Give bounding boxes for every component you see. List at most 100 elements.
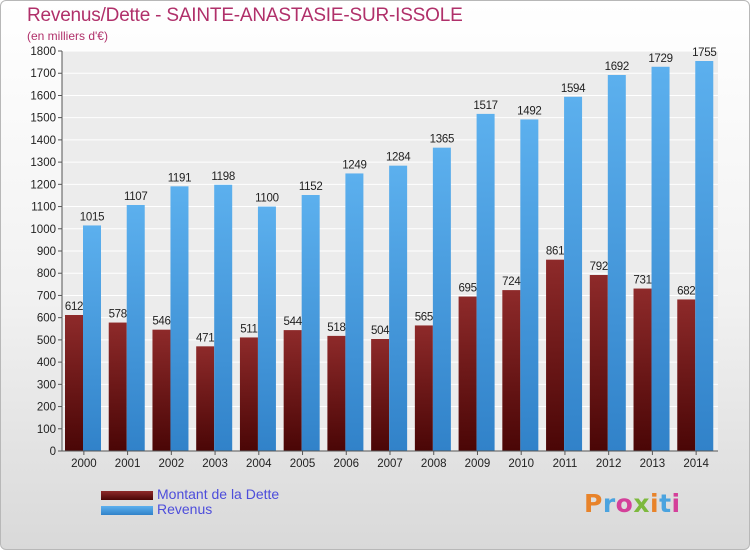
- chart-subtitle: (en milliers d'€): [27, 29, 108, 43]
- y-tick-label: 1600: [30, 90, 56, 102]
- bar-dette: [108, 322, 127, 451]
- bar-revenus: [345, 173, 364, 451]
- y-tick-label: 1200: [30, 179, 56, 191]
- x-tick-label: 2013: [640, 458, 666, 470]
- data-label-revenus: 1107: [124, 191, 148, 203]
- x-tick-label: 2011: [553, 458, 578, 470]
- bar-dette: [239, 337, 258, 451]
- bar-revenus: [520, 119, 539, 451]
- data-label-revenus: 1755: [692, 47, 716, 59]
- bar-revenus: [126, 205, 145, 451]
- x-tick-label: 2004: [246, 458, 272, 470]
- proxiti-logo: Proxiti: [584, 489, 681, 518]
- x-tick-label: 2008: [421, 458, 447, 470]
- y-tick-label: 200: [37, 402, 56, 414]
- data-label-dette: 471: [196, 332, 214, 344]
- y-tick-label: 1500: [30, 113, 56, 125]
- data-label-dette: 682: [677, 285, 695, 297]
- y-tick-label: 1100: [31, 202, 56, 214]
- bar-dette: [327, 335, 346, 451]
- bar-dette: [371, 339, 390, 451]
- y-tick-label: 0: [50, 446, 56, 458]
- y-tick-label: 1400: [30, 135, 56, 147]
- data-label-revenus: 1365: [430, 134, 454, 146]
- bar-revenus: [214, 184, 233, 451]
- legend-swatch-revenus: [101, 506, 153, 515]
- data-label-dette: 546: [152, 316, 170, 328]
- x-tick-label: 2009: [465, 458, 491, 470]
- bar-dette: [458, 296, 477, 451]
- x-tick-label: 2000: [71, 458, 97, 470]
- bar-dette: [677, 299, 696, 451]
- bar-revenus: [83, 225, 101, 451]
- logo-letter: t: [659, 489, 672, 518]
- bar-dette: [65, 315, 83, 451]
- data-label-revenus: 1284: [386, 152, 411, 164]
- y-tick-label: 500: [37, 335, 56, 347]
- data-label-dette: 731: [633, 275, 651, 287]
- y-tick-label: 400: [37, 357, 56, 369]
- x-tick-label: 2014: [683, 458, 709, 470]
- bar-revenus: [170, 186, 189, 452]
- legend-label-revenus: Revenus: [157, 501, 213, 517]
- data-label-dette: 724: [502, 276, 521, 288]
- logo-letter: r: [602, 489, 616, 518]
- x-tick-label: 2007: [377, 458, 403, 470]
- data-label-revenus: 1100: [255, 193, 279, 205]
- bar-dette: [633, 288, 652, 451]
- data-label-dette: 511: [240, 323, 257, 335]
- data-label-revenus: 1152: [299, 181, 323, 193]
- logo-letter: P: [584, 489, 603, 518]
- data-label-revenus: 1492: [517, 105, 541, 117]
- bar-dette: [546, 259, 565, 451]
- data-label-revenus: 1198: [211, 171, 235, 183]
- data-label-dette: 612: [65, 301, 83, 313]
- bar-revenus: [651, 66, 670, 452]
- data-label-dette: 565: [415, 311, 433, 323]
- bar-dette: [196, 346, 215, 451]
- data-label-revenus: 1594: [561, 83, 586, 95]
- data-label-dette: 861: [546, 246, 564, 258]
- x-tick-label: 2002: [159, 458, 185, 470]
- data-label-dette: 544: [284, 316, 303, 328]
- legend-label-dette: Montant de la Dette: [157, 486, 280, 502]
- bar-revenus: [432, 147, 451, 451]
- data-label-revenus: 1249: [342, 159, 366, 171]
- bar-revenus: [389, 165, 408, 451]
- data-label-revenus: 1729: [648, 53, 672, 65]
- data-label-dette: 518: [327, 322, 345, 334]
- y-tick-label: 300: [37, 379, 56, 391]
- bar-revenus: [257, 206, 276, 451]
- x-tick-label: 2006: [333, 458, 359, 470]
- logo-letter: i: [671, 489, 681, 518]
- x-tick-label: 2005: [290, 458, 316, 470]
- logo-letter: i: [650, 489, 660, 518]
- data-label-revenus: 1517: [473, 100, 497, 112]
- data-label-dette: 695: [458, 283, 476, 295]
- x-tick-label: 2003: [202, 458, 228, 470]
- data-label-dette: 578: [109, 309, 127, 321]
- bar-revenus: [695, 61, 714, 451]
- y-tick-label: 1800: [30, 46, 56, 58]
- y-tick-label: 100: [37, 424, 56, 436]
- bar-dette: [283, 330, 302, 451]
- bar-revenus: [564, 96, 583, 452]
- y-tick-label: 600: [37, 313, 56, 325]
- x-tick-label: 2012: [596, 458, 622, 470]
- x-tick-label: 2001: [115, 458, 141, 470]
- bar-dette: [589, 275, 608, 451]
- data-label-revenus: 1015: [80, 211, 104, 223]
- y-tick-label: 1300: [30, 157, 56, 169]
- logo-letter: x: [633, 489, 650, 518]
- x-tick-label: 2010: [508, 458, 534, 470]
- data-label-revenus: 1692: [605, 61, 629, 73]
- y-tick-label: 700: [37, 290, 56, 302]
- data-label-dette: 792: [590, 261, 608, 273]
- logo-letter: o: [615, 489, 634, 518]
- bar-dette: [414, 325, 433, 451]
- bar-revenus: [607, 75, 626, 451]
- bar-revenus: [476, 113, 495, 451]
- y-tick-label: 1000: [30, 224, 56, 236]
